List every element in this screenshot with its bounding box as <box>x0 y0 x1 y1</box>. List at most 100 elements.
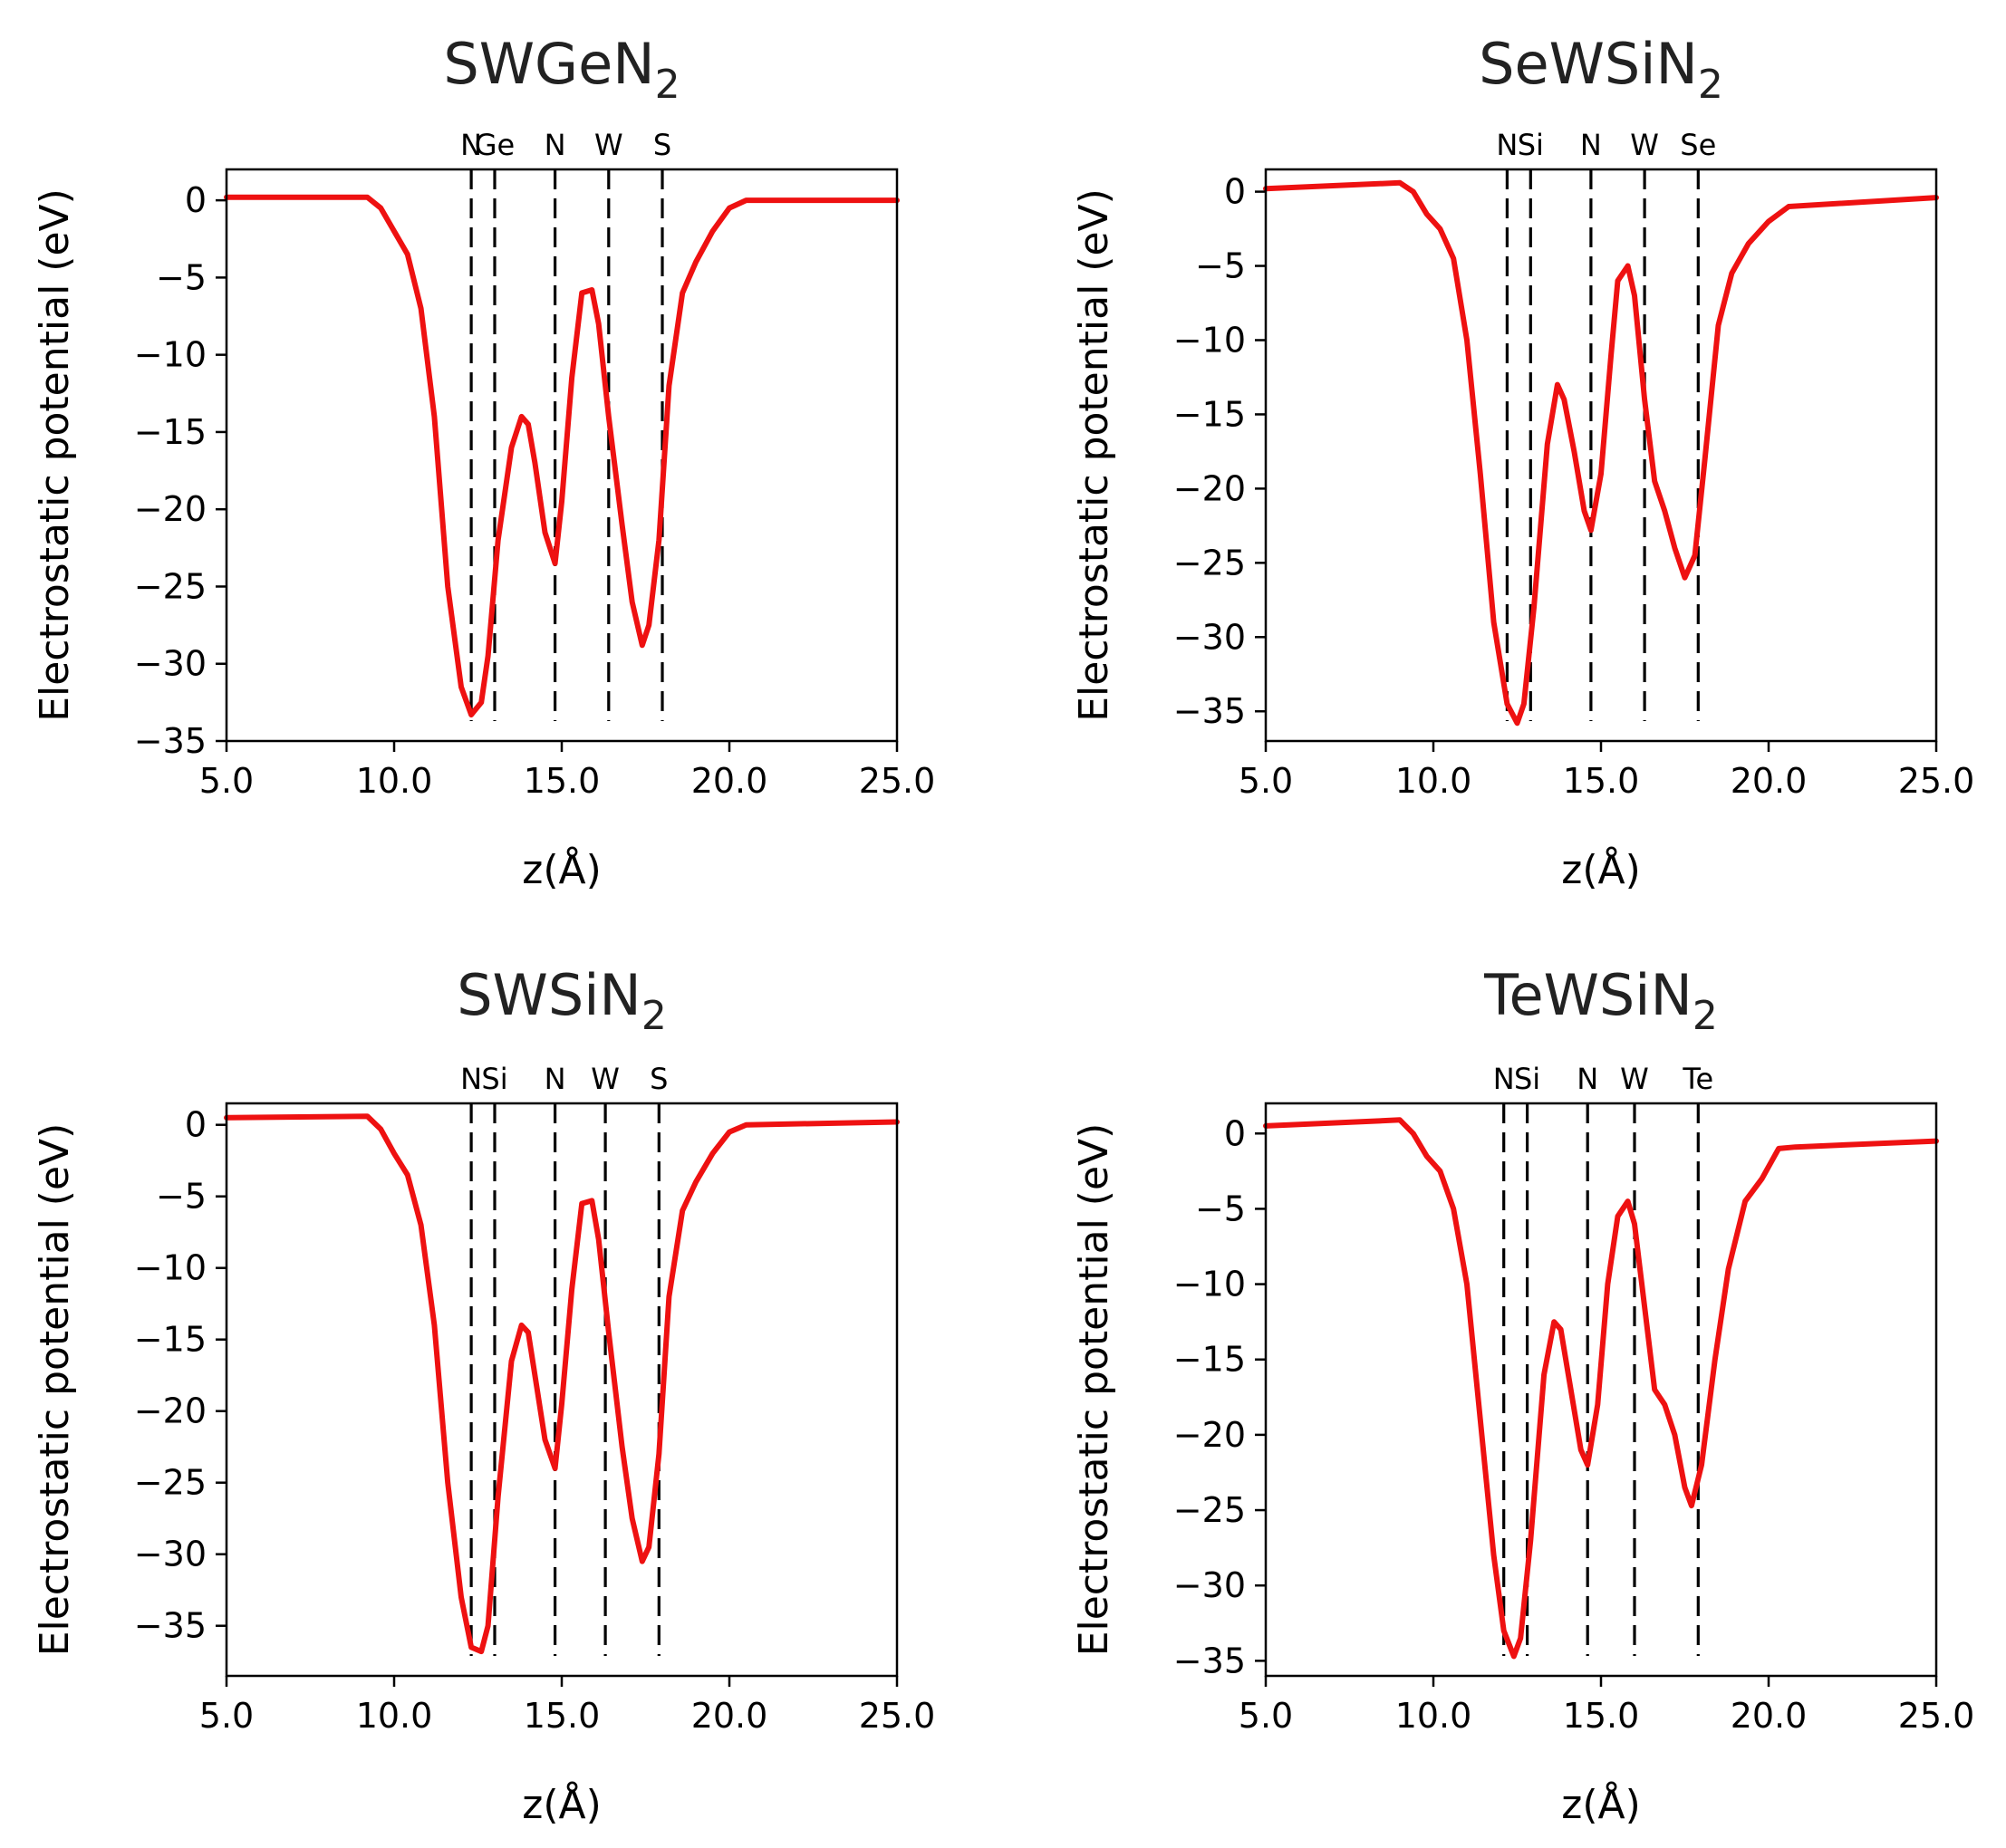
y-tick-label: −20 <box>1173 468 1246 508</box>
y-tick-label: 0 <box>1224 1113 1246 1153</box>
x-axis-label: z(Å) <box>522 845 602 893</box>
y-axis-label: Electrostatic potential (eV) <box>1071 1123 1117 1657</box>
y-tick-label: −10 <box>134 1248 207 1288</box>
chart-title-main: SWSiN <box>457 962 641 1028</box>
x-tick-label: 5.0 <box>199 1696 254 1736</box>
x-tick-label: 10.0 <box>1395 1696 1472 1736</box>
plot-frame <box>225 168 899 743</box>
y-tick-label: −25 <box>1173 543 1246 582</box>
x-tick-label: 15.0 <box>1563 1696 1640 1736</box>
potential-curve <box>224 1113 900 1655</box>
x-tick-label: 25.0 <box>1898 1696 1975 1736</box>
y-tick-label: −20 <box>134 489 207 529</box>
x-axis-label: z(Å) <box>1561 1780 1641 1828</box>
y-tick-label: −10 <box>1173 320 1246 360</box>
y-tick-label: 0 <box>185 180 207 220</box>
y-tick-label: −35 <box>1173 691 1246 731</box>
x-tick-label: 25.0 <box>859 1696 936 1736</box>
atom-layer-label: W <box>591 1062 620 1096</box>
y-tick-label: −15 <box>1173 1340 1246 1380</box>
chart-title-main: SeWSiN <box>1479 31 1698 97</box>
atom-layer-label: N <box>460 128 482 162</box>
chart-title: SWSiN2 <box>457 962 667 1039</box>
potential-curve <box>1263 1117 1939 1660</box>
y-tick-label: −30 <box>134 644 207 684</box>
x-tick-label: 20.0 <box>691 761 768 801</box>
y-tick-label: −35 <box>134 1606 207 1646</box>
atom-layer-label: Se <box>1680 128 1716 162</box>
x-axis-label: z(Å) <box>522 1780 602 1828</box>
y-tick-label: −25 <box>134 1463 207 1503</box>
y-tick-label: −35 <box>1173 1641 1246 1680</box>
y-tick-label: −15 <box>134 1320 207 1360</box>
potential-curve <box>224 194 900 717</box>
y-tick-label: −20 <box>1173 1415 1246 1455</box>
y-tick-label: −10 <box>134 335 207 375</box>
atom-layer-label: Si <box>1518 128 1544 162</box>
y-axis-label: Electrostatic potential (eV) <box>32 188 78 722</box>
atom-layer-label: S <box>650 1062 668 1096</box>
y-tick-label: −35 <box>134 721 207 761</box>
y-tick-label: −15 <box>134 412 207 452</box>
y-tick-label: −25 <box>1173 1490 1246 1530</box>
chart-title-main: SWGeN <box>443 31 654 97</box>
y-tick-label: −30 <box>134 1535 207 1574</box>
chart-title-subscript: 2 <box>655 62 680 108</box>
chart-title-subscript: 2 <box>1698 62 1723 108</box>
y-tick-label: −30 <box>1173 1565 1246 1605</box>
x-tick-label: 20.0 <box>1731 1696 1808 1736</box>
y-tick-label: −15 <box>1173 394 1246 434</box>
y-tick-label: −10 <box>1173 1265 1246 1304</box>
x-tick-label: 20.0 <box>1731 761 1808 801</box>
atom-layer-label: Si <box>481 1062 507 1096</box>
y-axis-label: Electrostatic potential (eV) <box>1071 188 1117 722</box>
y-tick-label: −5 <box>1195 246 1246 286</box>
atom-layer-label: N <box>1577 1062 1598 1096</box>
atom-layer-label: S <box>653 128 671 162</box>
atom-layer-label: W <box>594 128 623 162</box>
x-tick-label: 20.0 <box>691 1696 768 1736</box>
x-axis-label: z(Å) <box>1561 845 1641 893</box>
y-tick-label: −30 <box>1173 617 1246 657</box>
x-tick-label: 5.0 <box>1239 1696 1293 1736</box>
chart-title: SWGeN2 <box>443 31 680 108</box>
y-tick-label: −5 <box>156 1177 207 1217</box>
atom-layer-label: W <box>1630 128 1659 162</box>
potential-curve <box>1263 179 1939 727</box>
x-tick-label: 15.0 <box>524 761 601 801</box>
atom-layer-label: N <box>1496 128 1518 162</box>
y-tick-label: −25 <box>134 566 207 606</box>
atom-layer-label: Si <box>1514 1062 1540 1096</box>
x-tick-label: 5.0 <box>199 761 254 801</box>
x-tick-label: 10.0 <box>1395 761 1472 801</box>
atom-layer-label: N <box>545 128 566 162</box>
atom-layer-label: N <box>1493 1062 1515 1096</box>
atom-layer-label: N <box>1580 128 1602 162</box>
y-tick-label: −20 <box>134 1391 207 1431</box>
chart-title: SeWSiN2 <box>1479 31 1723 108</box>
y-tick-label: 0 <box>185 1105 207 1145</box>
x-tick-label: 5.0 <box>1239 761 1293 801</box>
atom-layer-label: Ge <box>475 128 515 162</box>
x-tick-label: 15.0 <box>524 1696 601 1736</box>
y-tick-label: 0 <box>1224 172 1246 212</box>
x-tick-label: 15.0 <box>1563 761 1640 801</box>
atom-layer-label: N <box>460 1062 482 1096</box>
x-tick-label: 10.0 <box>356 1696 433 1736</box>
x-tick-label: 10.0 <box>356 761 433 801</box>
atom-layer-label: Te <box>1682 1062 1713 1096</box>
chart-title: TeWSiN2 <box>1483 962 1718 1039</box>
chart-title-subscript: 2 <box>1693 993 1718 1039</box>
atom-layer-label: W <box>1620 1062 1649 1096</box>
x-tick-label: 25.0 <box>1898 761 1975 801</box>
atom-layer-label: N <box>545 1062 566 1096</box>
y-tick-label: −5 <box>156 257 207 297</box>
x-tick-label: 25.0 <box>859 761 936 801</box>
y-tick-label: −5 <box>1195 1189 1246 1228</box>
